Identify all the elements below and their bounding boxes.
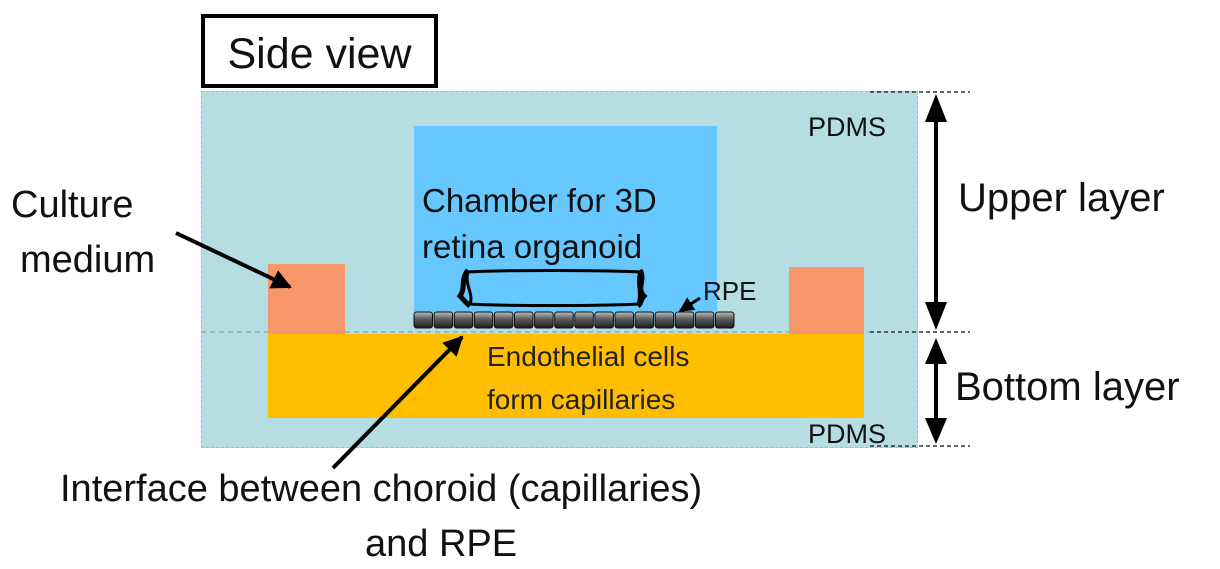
- rpe-cell: [634, 311, 655, 329]
- culture-medium-arrow: [175, 231, 292, 289]
- culture-medium-label-line1: Culture: [11, 184, 134, 226]
- rpe-cell: [493, 311, 514, 329]
- culture-medium-label-line2: medium: [20, 239, 156, 281]
- interface-arrow: [331, 335, 464, 470]
- organoid-right-edge: [636, 268, 648, 308]
- rpe-cell: [715, 311, 735, 329]
- organoid-left-edge: [456, 268, 472, 308]
- view-title: Side view: [227, 30, 412, 78]
- rpe-cell: [614, 311, 634, 329]
- rpe-cell: [694, 311, 715, 329]
- bottom-layer-arrow-head-top: [925, 338, 947, 364]
- bottom-layer-label: Bottom layer: [955, 365, 1180, 409]
- endothelial-label-line1: Endothelial cells: [487, 341, 690, 372]
- rpe-cell: [654, 311, 675, 329]
- organoid-outline: [465, 269, 643, 307]
- endothelial-channel: [268, 334, 864, 418]
- interface-label-line2: and RPE: [365, 523, 518, 565]
- rpe-cell: [453, 311, 474, 329]
- rpe-cell: [433, 311, 454, 329]
- pdms-label-bottom: PDMS: [808, 419, 887, 449]
- upper-layer-label: Upper layer: [958, 176, 1165, 220]
- chamber-label-line2: retina organoid: [422, 228, 643, 265]
- rpe-cell: [554, 311, 574, 329]
- culture-medium-reservoir-right: [789, 267, 864, 334]
- interface-label-line1: Interface between choroid (capillaries): [60, 468, 703, 510]
- rpe-arrow: [678, 296, 701, 313]
- view-title-box: Side view: [201, 14, 438, 88]
- rpe-cell: [534, 311, 554, 329]
- upper-layer-arrow-head-top: [925, 94, 947, 122]
- rpe-cell: [473, 311, 494, 329]
- rpe-label: RPE: [703, 276, 757, 306]
- bottom-layer-arrow-head-bottom: [925, 418, 947, 444]
- endothelial-label-line2: form capillaries: [487, 384, 676, 415]
- rpe-cell-row: [413, 311, 735, 329]
- rpe-cell: [574, 311, 594, 329]
- rpe-cell: [674, 311, 695, 329]
- rpe-cell: [413, 311, 433, 329]
- pdms-label-top: PDMS: [808, 112, 887, 142]
- rpe-cell: [594, 311, 614, 329]
- upper-layer-arrow-head-bottom: [925, 302, 947, 330]
- rpe-cell: [514, 311, 534, 329]
- chamber-label-line1: Chamber for 3D: [422, 182, 657, 219]
